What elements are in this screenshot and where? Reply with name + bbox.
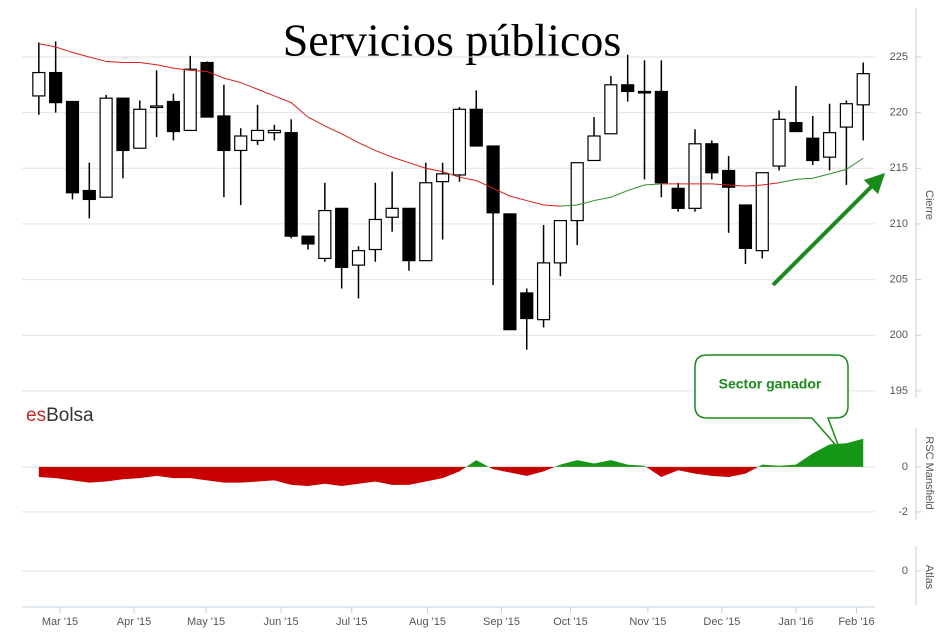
candle-body — [839, 103, 853, 128]
candle-body — [368, 218, 382, 251]
x-tick-label: Nov '15 — [629, 616, 666, 628]
y-tick-label: 225 — [890, 51, 908, 63]
moving-average — [661, 182, 780, 187]
moving-average — [560, 183, 662, 207]
y-tick-label: 0 — [902, 461, 908, 473]
candle-body — [267, 129, 281, 134]
candle-body — [200, 61, 214, 118]
candle-body — [149, 105, 164, 109]
candle-body — [553, 219, 567, 264]
candle-body — [654, 90, 668, 184]
y-tick-label: 205 — [890, 273, 908, 285]
candle-body — [250, 129, 265, 142]
y-axis-title: RSC Mansfield — [923, 436, 935, 509]
candle-body — [419, 182, 433, 262]
candle-body — [671, 187, 685, 209]
candle-body — [520, 292, 534, 320]
x-tick-label: Aug '15 — [409, 616, 446, 628]
y-tick-label: 200 — [890, 329, 908, 341]
x-tick-label: May '15 — [187, 616, 225, 628]
candle-body — [301, 235, 315, 245]
y-tick-label: 0 — [902, 565, 908, 577]
candle-body — [604, 84, 618, 135]
callout-text: Sector ganador — [719, 376, 822, 392]
candle-body — [688, 143, 702, 209]
x-tick-label: Jan '16 — [778, 616, 813, 628]
x-tick-label: Dec '15 — [703, 616, 740, 628]
x-tick-label: Feb '16 — [838, 616, 874, 628]
brand: esBolsa — [26, 405, 94, 426]
candle-body — [49, 71, 63, 104]
candle-body — [351, 250, 366, 266]
candle-body — [65, 100, 80, 194]
candle-body — [755, 172, 769, 252]
candle-body — [621, 84, 635, 93]
candle-body — [822, 132, 837, 158]
candle-body — [234, 135, 248, 152]
candle-body — [318, 209, 332, 260]
candle-body — [335, 207, 349, 268]
y-axis-title: Atlas — [923, 565, 935, 590]
x-tick-label: Jun '15 — [264, 616, 299, 628]
candle-body — [486, 145, 500, 214]
candle-body — [722, 169, 736, 188]
candle-body — [116, 97, 130, 152]
arrow — [771, 172, 886, 287]
x-tick-label: Apr '15 — [117, 616, 152, 628]
candle-body — [789, 122, 803, 133]
moving-average — [38, 43, 561, 207]
candle-body — [99, 97, 113, 198]
candle-body — [738, 204, 753, 250]
candle-body — [166, 100, 181, 133]
candle-body — [570, 162, 584, 222]
candle-body — [217, 115, 231, 152]
candle-body — [503, 213, 517, 331]
candle-body — [402, 207, 416, 262]
candle-body — [183, 68, 197, 132]
candle-body — [133, 108, 147, 149]
y-tick-label: -2 — [898, 506, 908, 518]
candle-body — [385, 207, 399, 218]
brand-part: Bolsa — [46, 405, 94, 426]
area-negative — [38, 466, 759, 487]
candle-body — [536, 262, 551, 321]
x-tick-label: Oct '15 — [553, 616, 588, 628]
candle-body — [82, 189, 96, 201]
x-tick-label: Jul '15 — [336, 616, 367, 628]
y-tick-label: 220 — [890, 107, 908, 119]
candle-body — [32, 71, 46, 97]
candle-body — [469, 108, 483, 147]
candle-body — [284, 132, 298, 237]
y-tick-label: 195 — [890, 385, 908, 397]
callout-bubble — [694, 354, 849, 451]
x-tick-label: Mar '15 — [42, 616, 78, 628]
candle-body — [436, 173, 450, 183]
chart-title: Servicios públicos — [283, 15, 622, 66]
candle-body — [705, 143, 719, 174]
y-tick-label: 215 — [890, 162, 908, 174]
moving-average — [779, 157, 864, 184]
candle-body — [587, 135, 601, 162]
candle-body — [452, 108, 467, 176]
candle-body — [637, 90, 652, 94]
y-tick-label: 210 — [890, 218, 908, 230]
candle-body — [856, 73, 870, 106]
candle-body — [806, 137, 820, 162]
y-axis-title: Cierre — [923, 190, 935, 220]
candle-body — [772, 118, 786, 167]
x-tick-label: Sep '15 — [483, 616, 520, 628]
brand-part: es — [26, 405, 46, 426]
